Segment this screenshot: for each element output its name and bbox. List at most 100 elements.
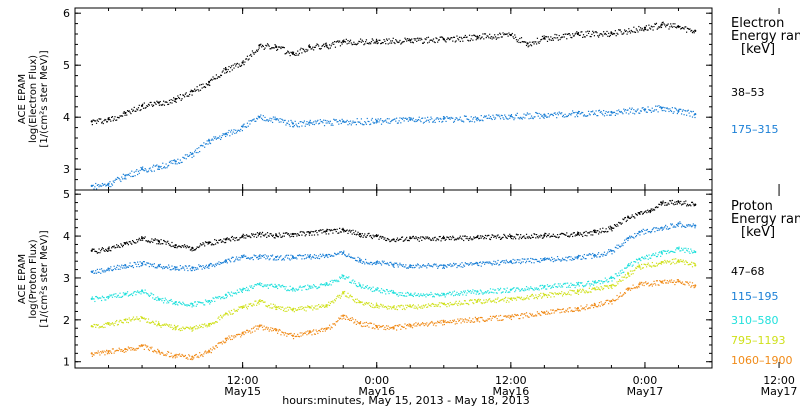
trace-dot [457,38,458,39]
trace-dot [471,262,472,263]
trace-dot [306,51,307,52]
trace-dot [274,44,275,45]
trace-dot [248,288,249,289]
trace-dot [507,36,508,37]
trace-dot [220,239,221,240]
trace-dot [688,110,689,111]
trace-dot [122,246,123,247]
trace-dot [534,116,535,117]
trace-dot [117,247,118,248]
trace-dot [263,255,264,256]
trace-dot [675,108,676,109]
trace-dot [513,38,514,39]
trace-dot [641,264,642,265]
trace-dot [440,236,441,237]
trace-dot [611,229,612,230]
trace-dot [122,267,123,268]
trace-dot [632,270,633,271]
trace-dot [352,233,353,234]
trace-dot [332,300,333,301]
trace-dot [635,262,636,263]
trace-dot [369,263,370,264]
trace-dot [416,41,417,42]
trace-dot [492,292,493,293]
trace-dot [346,121,347,122]
trace-dot [553,115,554,116]
trace-dot [112,322,113,323]
trace-dot [614,33,615,34]
trace-dot [652,26,653,27]
trace-dot [434,296,435,297]
trace-dot [357,299,358,300]
trace-dot [559,236,560,237]
data-point [627,237,629,239]
trace-dot [398,266,399,267]
trace-dot [215,264,216,265]
trace-dot [171,353,172,354]
trace-dot [502,32,503,33]
data-point [627,216,629,218]
trace-dot [248,58,249,59]
trace-dot [471,264,472,265]
trace-dot [295,121,296,122]
trace-dot [291,236,292,237]
trace-dot [404,266,405,267]
trace-dot [164,324,165,325]
trace-dot [562,116,563,117]
trace-dot [576,235,577,236]
trace-dot [374,122,375,123]
trace-dot [579,111,580,112]
trace-dot [490,300,491,301]
trace-dot [126,114,127,115]
trace-dot [405,264,406,265]
trace-dot [536,297,537,298]
trace-dot [482,236,483,237]
trace-dot [138,348,139,349]
trace-dot [476,39,477,40]
trace-dot [230,314,231,315]
trace-dot [94,324,95,325]
trace-dot [505,292,506,293]
trace-dot [285,311,286,312]
trace-dot [260,114,261,115]
trace-dot [507,238,508,239]
trace-dot [202,356,203,357]
trace-dot [578,282,579,283]
trace-dot [388,43,389,44]
trace-dot [406,296,407,297]
trace-dot [158,321,159,322]
trace-dot [175,163,176,164]
trace-dot [602,255,603,256]
trace-dot [538,237,539,238]
trace-dot [519,38,520,39]
trace-dot [341,315,342,316]
trace-dot [352,230,353,231]
trace-dot [559,285,560,286]
trace-dot [669,261,670,262]
trace-dot [110,186,111,187]
trace-dot [228,130,229,131]
data-point [342,292,344,294]
trace-dot [126,322,127,323]
trace-dot [607,286,608,287]
data-point [325,283,327,285]
trace-dot [647,29,648,30]
trace-dot [150,295,151,296]
trace-dot [114,352,115,353]
trace-dot [643,229,644,230]
trace-dot [352,122,353,123]
trace-dot [357,286,358,287]
trace-dot [559,35,560,36]
trace-dot [643,234,644,235]
trace-dot [347,317,348,318]
trace-dot [300,49,301,50]
trace-dot [133,176,134,177]
trace-dot [305,310,306,311]
trace-dot [293,236,294,237]
trace-dot [302,334,303,335]
trace-dot [413,236,414,237]
trace-dot [123,292,124,293]
trace-dot [171,327,172,328]
trace-dot [561,260,562,261]
trace-dot [659,251,660,252]
